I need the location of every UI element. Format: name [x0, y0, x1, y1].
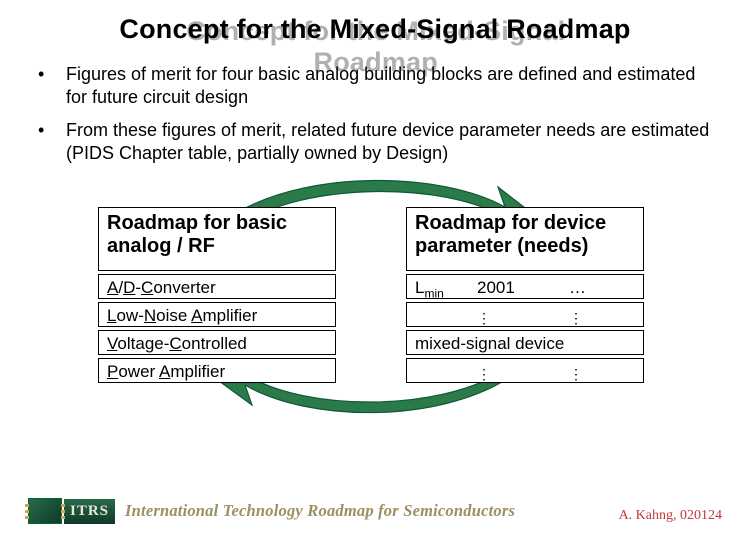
- right-item: ⋮ ⋮: [406, 302, 644, 327]
- right-item: mixed-signal device: [406, 330, 644, 355]
- bullet-marker: •: [38, 119, 66, 165]
- attribution: A. Kahng, 020124: [619, 508, 722, 524]
- slide-title: Concept for the Mixed-Signal Roadmap Con…: [0, 0, 750, 49]
- chip-icon: [28, 498, 62, 524]
- itrs-logo: ITRS: [28, 498, 115, 524]
- left-item: A/D-Converter: [98, 274, 336, 299]
- roadmap-diagram: Roadmap for basic analog / RF A/D-Conver…: [90, 177, 660, 427]
- org-name: International Technology Roadmap for Sem…: [125, 501, 515, 521]
- left-item: Voltage-Controlled: [98, 330, 336, 355]
- right-item: ⋮ ⋮: [406, 358, 644, 383]
- bullet-item: • From these figures of merit, related f…: [38, 119, 712, 165]
- left-item: Low-Noise Amplifier: [98, 302, 336, 327]
- bullet-text: Figures of merit for four basic analog b…: [66, 63, 712, 109]
- left-header-box: Roadmap for basic analog / RF: [98, 207, 336, 271]
- footer-left: ITRS International Technology Roadmap fo…: [28, 498, 515, 524]
- logo-abbr: ITRS: [64, 499, 115, 524]
- right-header-box: Roadmap for device parameter (needs): [406, 207, 644, 271]
- bullet-text: From these figures of merit, related fut…: [66, 119, 712, 165]
- bullet-item: • Figures of merit for four basic analog…: [38, 63, 712, 109]
- footer: ITRS International Technology Roadmap fo…: [0, 498, 750, 524]
- left-item: Power Amplifier: [98, 358, 336, 383]
- bullet-list: • Figures of merit for four basic analog…: [0, 49, 750, 165]
- right-item: Lmin 2001 …: [406, 274, 644, 299]
- bullet-marker: •: [38, 63, 66, 109]
